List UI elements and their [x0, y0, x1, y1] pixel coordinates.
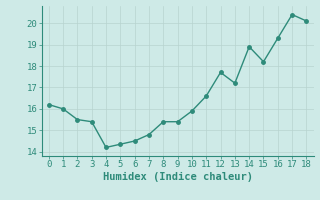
X-axis label: Humidex (Indice chaleur): Humidex (Indice chaleur)	[103, 172, 252, 182]
